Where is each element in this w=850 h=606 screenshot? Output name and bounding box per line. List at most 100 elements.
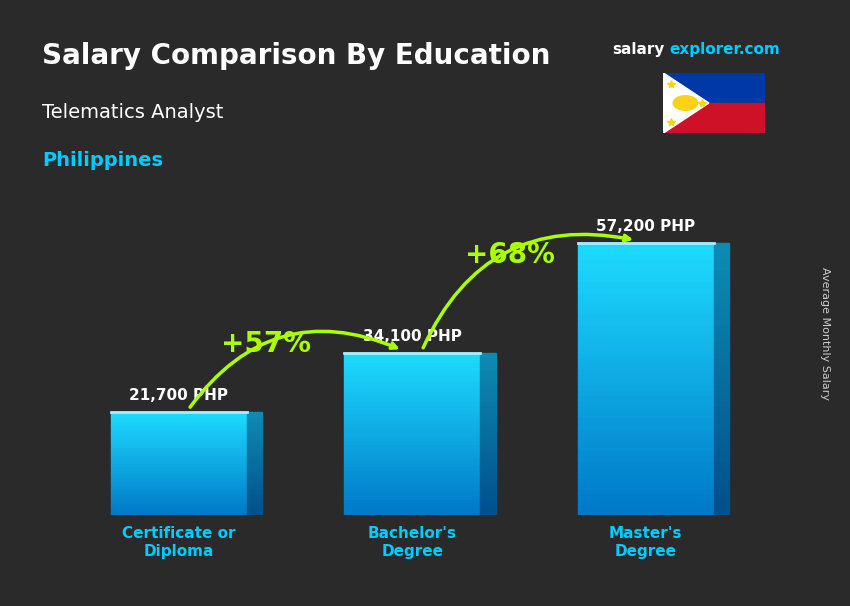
Bar bbox=[110, 480, 246, 482]
Bar bbox=[578, 455, 714, 461]
Bar bbox=[110, 511, 246, 513]
Bar bbox=[110, 492, 246, 494]
Bar bbox=[480, 492, 496, 496]
Bar bbox=[344, 395, 480, 398]
Bar bbox=[714, 286, 729, 291]
Text: Philippines: Philippines bbox=[42, 152, 163, 170]
Bar bbox=[110, 474, 246, 476]
Bar bbox=[344, 372, 480, 376]
Bar bbox=[480, 441, 496, 444]
Bar bbox=[110, 513, 246, 515]
Bar bbox=[246, 412, 263, 414]
Bar bbox=[344, 463, 480, 467]
Bar bbox=[110, 443, 246, 445]
Bar bbox=[480, 398, 496, 401]
Bar bbox=[714, 330, 729, 335]
Bar bbox=[714, 499, 729, 504]
Bar bbox=[578, 466, 714, 471]
Bar bbox=[714, 504, 729, 510]
Bar bbox=[344, 424, 480, 427]
Bar bbox=[578, 254, 714, 259]
Bar bbox=[246, 416, 263, 418]
Bar bbox=[246, 492, 263, 494]
Bar bbox=[246, 513, 263, 515]
Bar bbox=[714, 248, 729, 254]
Bar bbox=[578, 368, 714, 373]
Bar bbox=[344, 379, 480, 382]
Bar bbox=[246, 430, 263, 433]
Bar bbox=[714, 406, 729, 411]
Bar bbox=[714, 362, 729, 368]
Bar bbox=[578, 270, 714, 276]
Bar bbox=[714, 422, 729, 428]
Bar bbox=[578, 313, 714, 319]
Bar bbox=[480, 359, 496, 362]
Bar bbox=[578, 286, 714, 291]
Bar bbox=[246, 480, 263, 482]
Bar bbox=[578, 422, 714, 428]
Bar bbox=[578, 417, 714, 422]
Bar bbox=[480, 382, 496, 385]
Bar bbox=[110, 439, 246, 441]
Bar bbox=[344, 447, 480, 450]
Bar bbox=[246, 496, 263, 499]
Bar bbox=[714, 450, 729, 455]
Bar bbox=[480, 437, 496, 441]
Bar bbox=[714, 417, 729, 422]
Bar bbox=[246, 505, 263, 507]
Bar bbox=[344, 434, 480, 437]
Bar bbox=[578, 341, 714, 346]
Bar bbox=[344, 508, 480, 512]
Bar bbox=[246, 499, 263, 501]
Bar bbox=[246, 426, 263, 428]
Bar bbox=[344, 492, 480, 496]
Bar bbox=[480, 353, 496, 356]
Bar bbox=[344, 391, 480, 395]
Bar bbox=[480, 369, 496, 372]
Bar bbox=[480, 489, 496, 492]
Bar bbox=[344, 388, 480, 391]
Bar bbox=[578, 428, 714, 433]
Bar bbox=[110, 459, 246, 461]
Bar bbox=[578, 390, 714, 395]
Bar bbox=[714, 401, 729, 406]
Bar bbox=[480, 415, 496, 418]
Bar bbox=[344, 460, 480, 463]
Bar bbox=[344, 408, 480, 411]
Bar bbox=[246, 424, 263, 426]
Bar bbox=[480, 450, 496, 453]
Bar bbox=[246, 482, 263, 484]
Bar bbox=[480, 505, 496, 508]
Bar bbox=[578, 401, 714, 406]
Bar bbox=[480, 385, 496, 388]
Bar bbox=[480, 512, 496, 515]
Bar bbox=[480, 486, 496, 489]
Bar bbox=[344, 376, 480, 379]
Bar bbox=[578, 308, 714, 313]
Bar bbox=[714, 373, 729, 379]
Bar bbox=[714, 471, 729, 477]
Bar bbox=[246, 471, 263, 474]
Bar bbox=[246, 436, 263, 439]
Bar bbox=[246, 478, 263, 480]
Bar bbox=[110, 488, 246, 490]
Bar bbox=[714, 276, 729, 281]
Bar bbox=[578, 324, 714, 330]
Bar bbox=[714, 444, 729, 450]
Bar bbox=[480, 508, 496, 512]
Bar bbox=[480, 476, 496, 479]
Bar bbox=[714, 319, 729, 324]
Bar bbox=[578, 493, 714, 499]
Bar bbox=[578, 384, 714, 390]
Bar bbox=[344, 457, 480, 460]
Text: Average Monthly Salary: Average Monthly Salary bbox=[819, 267, 830, 400]
Bar bbox=[110, 420, 246, 422]
Bar bbox=[246, 455, 263, 458]
Bar bbox=[344, 421, 480, 424]
Bar bbox=[480, 395, 496, 398]
Bar bbox=[578, 265, 714, 270]
Bar bbox=[714, 324, 729, 330]
Bar bbox=[344, 356, 480, 359]
Bar bbox=[110, 496, 246, 499]
Bar bbox=[110, 476, 246, 478]
